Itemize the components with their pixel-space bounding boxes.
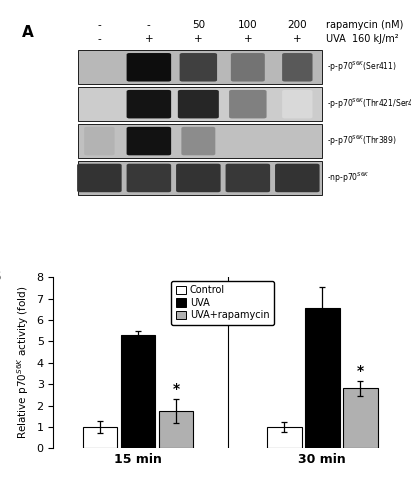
Text: 100: 100 <box>238 20 258 30</box>
FancyBboxPatch shape <box>226 164 270 192</box>
FancyBboxPatch shape <box>178 90 219 119</box>
Bar <box>343 388 378 448</box>
Bar <box>267 427 302 448</box>
Bar <box>78 87 322 121</box>
Bar <box>78 124 322 158</box>
Text: -np-p70$^{S6K}$: -np-p70$^{S6K}$ <box>327 171 370 185</box>
Text: +: + <box>194 34 203 44</box>
Text: +: + <box>293 34 302 44</box>
Legend: Control, UVA, UVA+rapamycin: Control, UVA, UVA+rapamycin <box>171 281 275 325</box>
Text: -p-p70$^{S6K}$(Thr421/Ser424): -p-p70$^{S6K}$(Thr421/Ser424) <box>327 97 411 111</box>
FancyBboxPatch shape <box>176 164 221 192</box>
Text: rapamycin (nM): rapamycin (nM) <box>326 20 403 30</box>
Bar <box>78 50 322 84</box>
Bar <box>159 411 193 448</box>
Text: -: - <box>147 20 151 30</box>
FancyBboxPatch shape <box>275 164 320 192</box>
Text: +: + <box>145 34 153 44</box>
FancyBboxPatch shape <box>282 53 312 81</box>
Bar <box>121 335 155 448</box>
Bar <box>83 427 117 448</box>
FancyBboxPatch shape <box>229 90 267 119</box>
FancyBboxPatch shape <box>127 53 171 81</box>
FancyBboxPatch shape <box>77 164 122 192</box>
Text: 200: 200 <box>288 20 307 30</box>
Bar <box>305 308 339 448</box>
Text: -p-p70$^{S6K}$(Thr389): -p-p70$^{S6K}$(Thr389) <box>327 134 397 148</box>
Text: -: - <box>97 34 101 44</box>
FancyBboxPatch shape <box>180 53 217 81</box>
Text: A: A <box>22 25 33 40</box>
FancyBboxPatch shape <box>231 53 265 81</box>
Text: *: * <box>173 382 180 396</box>
Text: B: B <box>0 269 1 284</box>
FancyBboxPatch shape <box>181 127 215 155</box>
Text: *: * <box>357 364 364 378</box>
Text: 50: 50 <box>192 20 205 30</box>
FancyBboxPatch shape <box>127 127 171 155</box>
FancyBboxPatch shape <box>127 164 171 192</box>
Text: UVA  160 kJ/m²: UVA 160 kJ/m² <box>326 34 398 44</box>
Y-axis label: Relative p70$^{S6K}$ activity (fold): Relative p70$^{S6K}$ activity (fold) <box>15 286 31 440</box>
Text: +: + <box>244 34 252 44</box>
Bar <box>78 161 322 195</box>
FancyBboxPatch shape <box>127 90 171 119</box>
Text: -: - <box>97 20 101 30</box>
FancyBboxPatch shape <box>282 90 312 119</box>
Text: -p-p70$^{S6K}$(Ser411): -p-p70$^{S6K}$(Ser411) <box>327 60 397 75</box>
FancyBboxPatch shape <box>84 127 115 155</box>
